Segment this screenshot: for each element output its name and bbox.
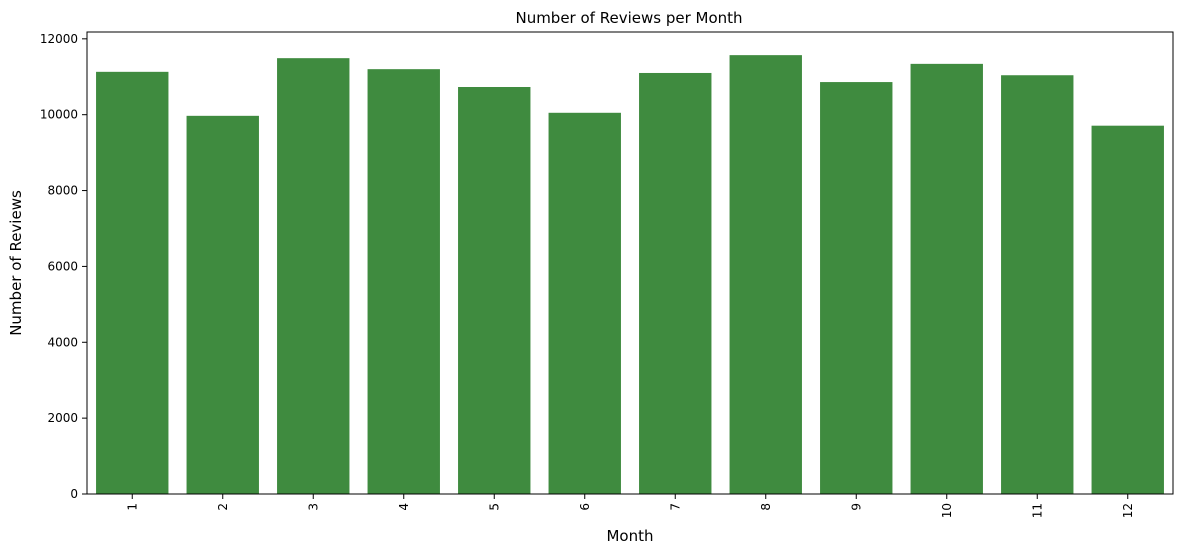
bars-group (96, 55, 1164, 495)
x-tick-label: 9 (849, 503, 863, 511)
bar-month-2 (186, 115, 259, 494)
x-tick-label: 10 (940, 503, 954, 518)
y-tick-label: 10000 (40, 108, 78, 122)
y-tick-label: 2000 (47, 411, 78, 425)
x-tick-label: 1 (125, 503, 139, 511)
bar-month-1 (96, 71, 169, 494)
x-tick-label: 6 (578, 503, 592, 511)
bar-month-5 (458, 87, 531, 494)
x-axis-label: Month (606, 527, 653, 545)
x-tick-label: 2 (216, 503, 230, 511)
y-axis-label: Number of Reviews (7, 190, 25, 336)
x-tick-label: 3 (306, 503, 320, 511)
bar-month-7 (639, 72, 712, 494)
x-tick-label: 5 (487, 503, 501, 511)
y-tick-label: 4000 (47, 335, 78, 349)
x-tick-label: 11 (1030, 503, 1044, 518)
x-tick-label: 4 (397, 503, 411, 511)
y-tick-label: 12000 (40, 32, 78, 46)
bar-month-3 (277, 58, 350, 495)
plot-frame (86, 31, 1174, 495)
bar-month-12 (1091, 125, 1164, 494)
bar-month-8 (729, 55, 802, 494)
x-tick-label: 12 (1121, 503, 1135, 518)
bar-month-11 (1001, 75, 1074, 495)
y-tick-label: 6000 (47, 259, 78, 273)
x-tick-label: 7 (668, 503, 682, 511)
chart-title: Number of Reviews per Month (515, 9, 742, 27)
x-tick-label: 8 (759, 503, 773, 511)
bar-month-4 (367, 69, 440, 495)
y-tick-label: 0 (70, 487, 78, 501)
x-axis-ticks: 1 2 3 4 5 6 7 8 9 10 11 12 (125, 494, 1135, 518)
bar-month-9 (820, 82, 893, 494)
y-tick-label: 8000 (47, 184, 78, 198)
bar-month-10 (910, 63, 983, 495)
bar-month-6 (548, 112, 621, 494)
y-axis-ticks: 0 2000 4000 6000 8000 10000 12000 (40, 32, 87, 501)
